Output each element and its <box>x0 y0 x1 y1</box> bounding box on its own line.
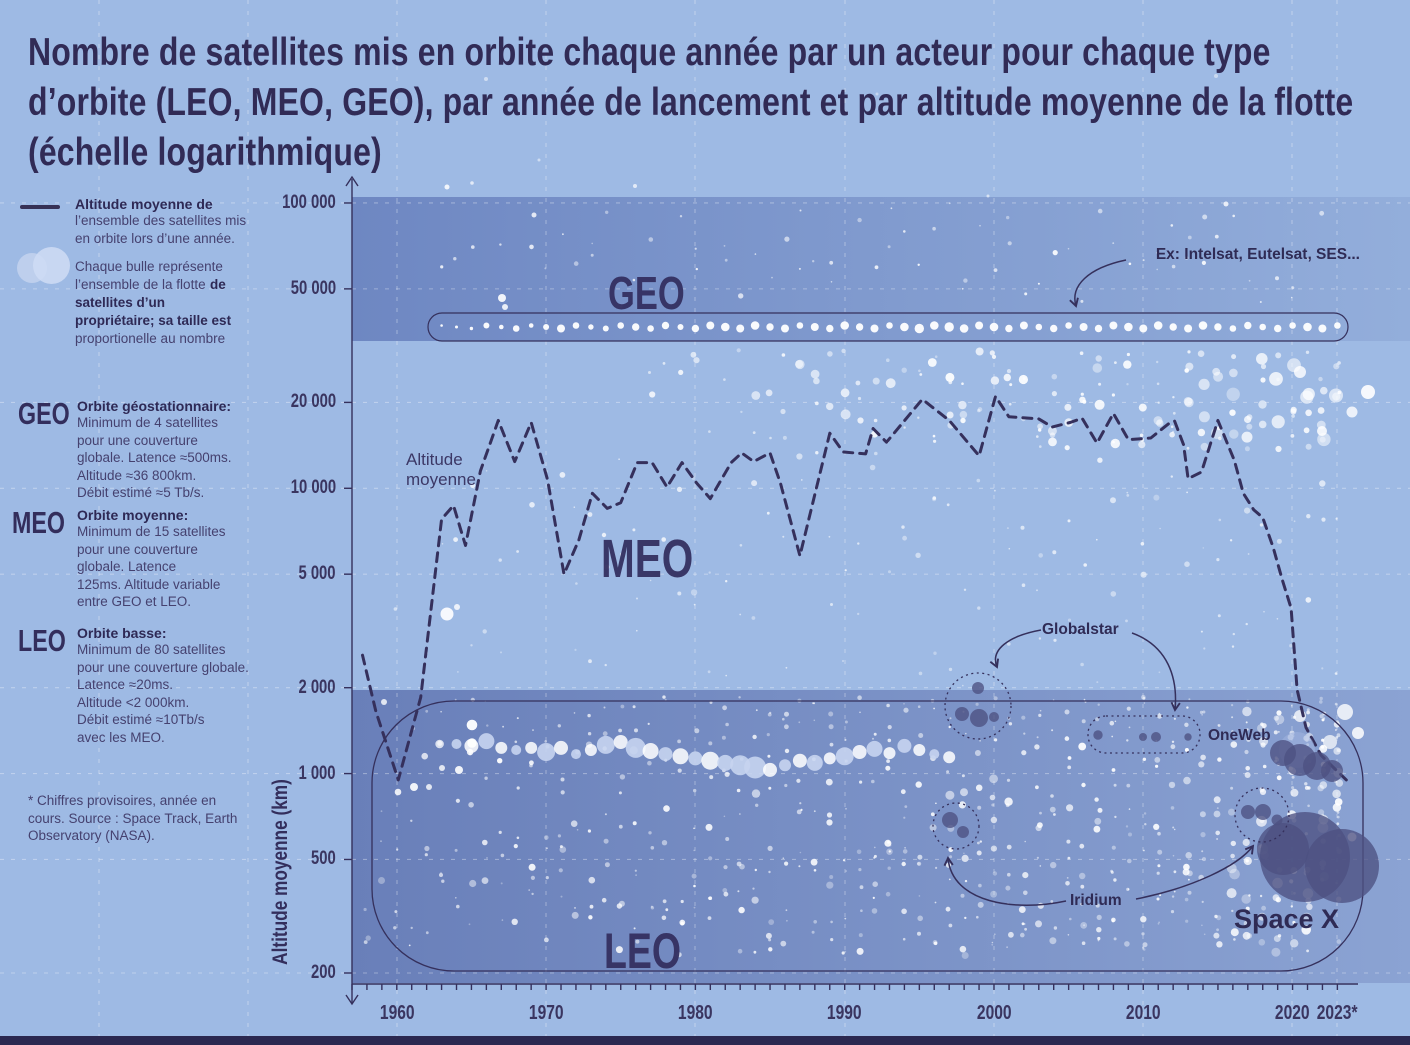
legend-geo-item: Orbite géostationnaire: Minimum de 4 sat… <box>77 398 267 502</box>
y-tick-label: 1 000 <box>298 762 336 784</box>
y-tick-label: 100 000 <box>282 191 336 213</box>
legend-line-item: Altitude moyenne de l’ensemble des satel… <box>75 196 265 247</box>
legend-geo-title: Orbite géostationnaire: <box>77 398 232 414</box>
x-tick-label: 2010 <box>1125 1002 1161 1024</box>
geo-pill-outline <box>427 312 1349 342</box>
footer-bar <box>0 1036 1410 1045</box>
spacex-annotation: Space X <box>1234 904 1340 934</box>
average-altitude-line <box>361 394 1348 782</box>
annotation-arrows <box>943 259 1255 906</box>
y-tick-label: 2 000 <box>298 676 336 698</box>
legend-meo-title: Orbite moyenne: <box>77 507 189 523</box>
geo-operators-annotation: Ex: Intelsat, Eutelsat, SES... <box>1155 246 1360 263</box>
y-tick-label: 20 000 <box>290 391 336 413</box>
y-tick-label: 500 <box>311 848 336 870</box>
legend-bubble-item: Chaque bulle représente l’ensemble de la… <box>75 258 275 348</box>
legend-line-swatch <box>20 205 60 209</box>
legend-bubble-large <box>33 247 70 284</box>
page-title: Nombre de satellites mis en orbite chaqu… <box>28 31 1354 174</box>
x-tick-label: 2020 <box>1275 1002 1310 1024</box>
legend-leo-heading: LEO <box>18 623 66 658</box>
avg-line-label: Altitude moyenne <box>406 450 476 489</box>
y-tick-label: 10 000 <box>290 477 336 499</box>
x-tick-label: 1960 <box>379 1002 415 1024</box>
source-footnote: * Chiffres provisoires, année en cours. … <box>28 793 238 844</box>
geo-yearly-dots <box>440 321 1341 334</box>
y-tick-label: 50 000 <box>290 277 336 299</box>
y-tick-label: 5 000 <box>298 563 336 585</box>
y-axis-label: Altitude moyenne (km) <box>269 779 292 965</box>
y-tick-label: 200 <box>311 962 336 983</box>
legend-meo-item: Orbite moyenne: Minimum de 15 satellites… <box>77 507 267 611</box>
x-tick-label: 1980 <box>678 1002 713 1024</box>
legend-leo-item: Orbite basse: Minimum de 80 satellites p… <box>77 625 277 746</box>
oneweb-annotation: OneWeb <box>1208 727 1271 744</box>
legend-line-title: Altitude moyenne de <box>75 196 213 212</box>
leo-zone-label: LEO <box>604 923 682 979</box>
legend-bubble-post: proportionelle au nombre <box>75 331 226 346</box>
x-tick-label: 2000 <box>976 1002 1012 1024</box>
legend-leo-title: Orbite basse: <box>77 625 167 641</box>
dotted-highlights <box>932 672 1290 850</box>
legend-line-body: l’ensemble des satellites mis en orbite … <box>75 213 247 246</box>
legend-geo-body: Minimum de 4 satellites pour une couvert… <box>77 415 232 501</box>
legend-geo-heading: GEO <box>18 396 70 431</box>
x-tick-label: 1970 <box>528 1002 564 1024</box>
named-constellation-bubbles <box>942 682 1379 903</box>
legend-bubble-pre: Chaque bulle représente l’ensemble de la… <box>75 259 223 292</box>
legend-meo-heading: MEO <box>12 505 65 540</box>
orbit-bands <box>352 197 1410 983</box>
geo-zone-label: GEO <box>608 267 685 319</box>
legend-bubble-bold: de satellites d’un propriétaire; sa tail… <box>75 277 232 328</box>
x-tick-label: 1990 <box>827 1002 863 1024</box>
globalstar-annotation: Globalstar <box>1042 621 1119 638</box>
legend-meo-body: Minimum de 15 satellites pour une couver… <box>77 524 226 610</box>
legend-leo-body: Minimum de 80 satellites pour une couver… <box>77 642 249 745</box>
meo-zone-label: MEO <box>601 529 694 589</box>
iridium-annotation: Iridium <box>1070 892 1122 909</box>
axes <box>344 175 1358 1006</box>
x-tick-label: 2023* <box>1316 1002 1358 1024</box>
